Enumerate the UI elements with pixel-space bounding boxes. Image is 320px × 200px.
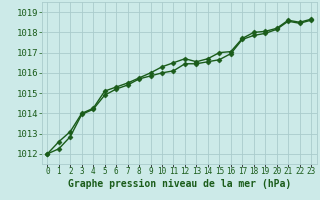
X-axis label: Graphe pression niveau de la mer (hPa): Graphe pression niveau de la mer (hPa) <box>68 179 291 189</box>
